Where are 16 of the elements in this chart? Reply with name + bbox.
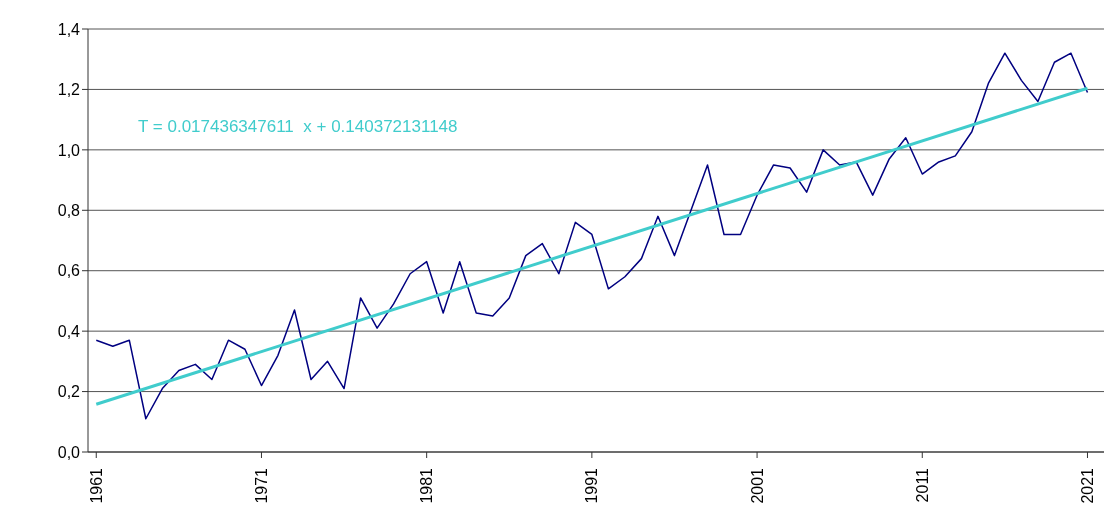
- x-tick-label: 1961: [87, 467, 105, 504]
- y-tick-label: 0,8: [57, 201, 81, 219]
- x-tick-label: 1971: [252, 467, 270, 504]
- y-tick-label: 1,0: [57, 141, 81, 159]
- annotation: T = 0.017436347611 x + 0.140372131148: [138, 117, 458, 137]
- y-tick-label: 1,4: [57, 20, 81, 38]
- y-tick-label: 1,2: [57, 81, 81, 99]
- y-tick-label: 0,6: [57, 262, 81, 280]
- y-tick-label: 0,4: [57, 322, 81, 340]
- x-tick-label: 2021: [1078, 467, 1096, 504]
- y-tick-label: 0,2: [57, 383, 81, 401]
- x-tick-label: 1981: [418, 467, 436, 504]
- x-tick-label: 2001: [748, 467, 766, 504]
- x-tick-label: 1991: [583, 467, 601, 504]
- y-tick-label: 0,0: [57, 443, 81, 461]
- x-tick-label: 2011: [913, 467, 931, 503]
